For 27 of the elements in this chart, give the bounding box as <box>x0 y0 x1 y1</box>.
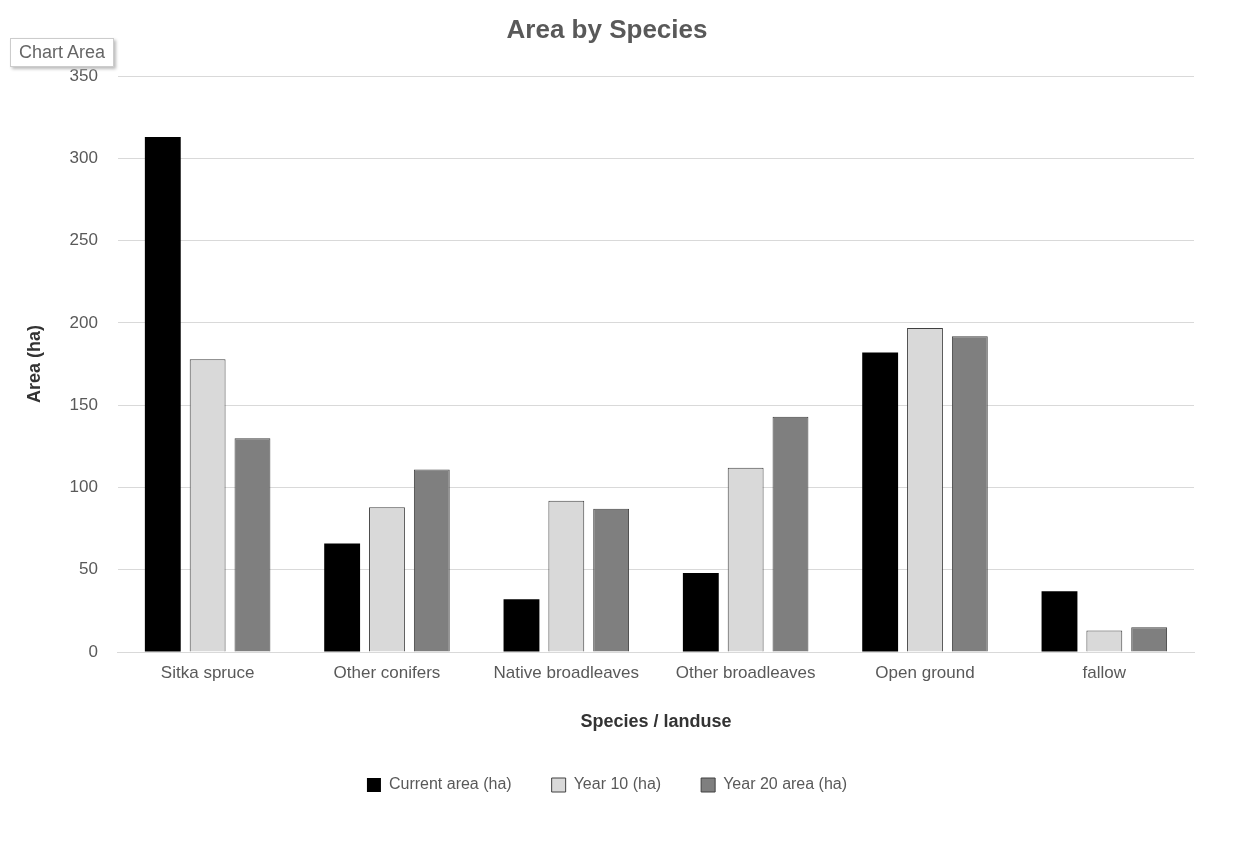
y-tick-label: 100 <box>69 477 98 497</box>
y-tick-label: 250 <box>69 230 98 250</box>
x-tick-label: Sitka spruce <box>160 662 255 682</box>
legend-label: Current area (ha) <box>388 775 512 793</box>
x-tick-label: Native broadleaves <box>493 662 640 682</box>
bar <box>862 352 899 652</box>
y-tick-label: 0 <box>88 641 98 661</box>
bar <box>144 137 181 652</box>
chart-title: Area by Species <box>506 13 708 44</box>
y-tick-label: 150 <box>69 394 98 414</box>
bar <box>324 543 361 652</box>
x-tick-label: Other broadleaves <box>675 662 816 682</box>
y-tick-label: 350 <box>69 65 98 85</box>
bar <box>682 573 719 652</box>
x-axis-title: Species / landuse <box>580 711 732 732</box>
legend-label: Year 10 (ha) <box>573 775 662 793</box>
x-tick-label: Open ground <box>875 662 975 682</box>
bar <box>1041 591 1078 652</box>
y-tick-label: 300 <box>69 148 98 168</box>
x-tick-label: Other conifers <box>333 662 441 682</box>
legend-label: Year 20 area (ha) <box>723 775 848 793</box>
text: Chart Area <box>10 38 115 67</box>
bar <box>503 599 540 652</box>
y-axis-title: Area (ha) <box>23 325 44 404</box>
y-tick-label: 50 <box>79 559 98 579</box>
y-tick-label: 200 <box>69 312 98 332</box>
x-tick-label: fallow <box>1082 662 1127 682</box>
